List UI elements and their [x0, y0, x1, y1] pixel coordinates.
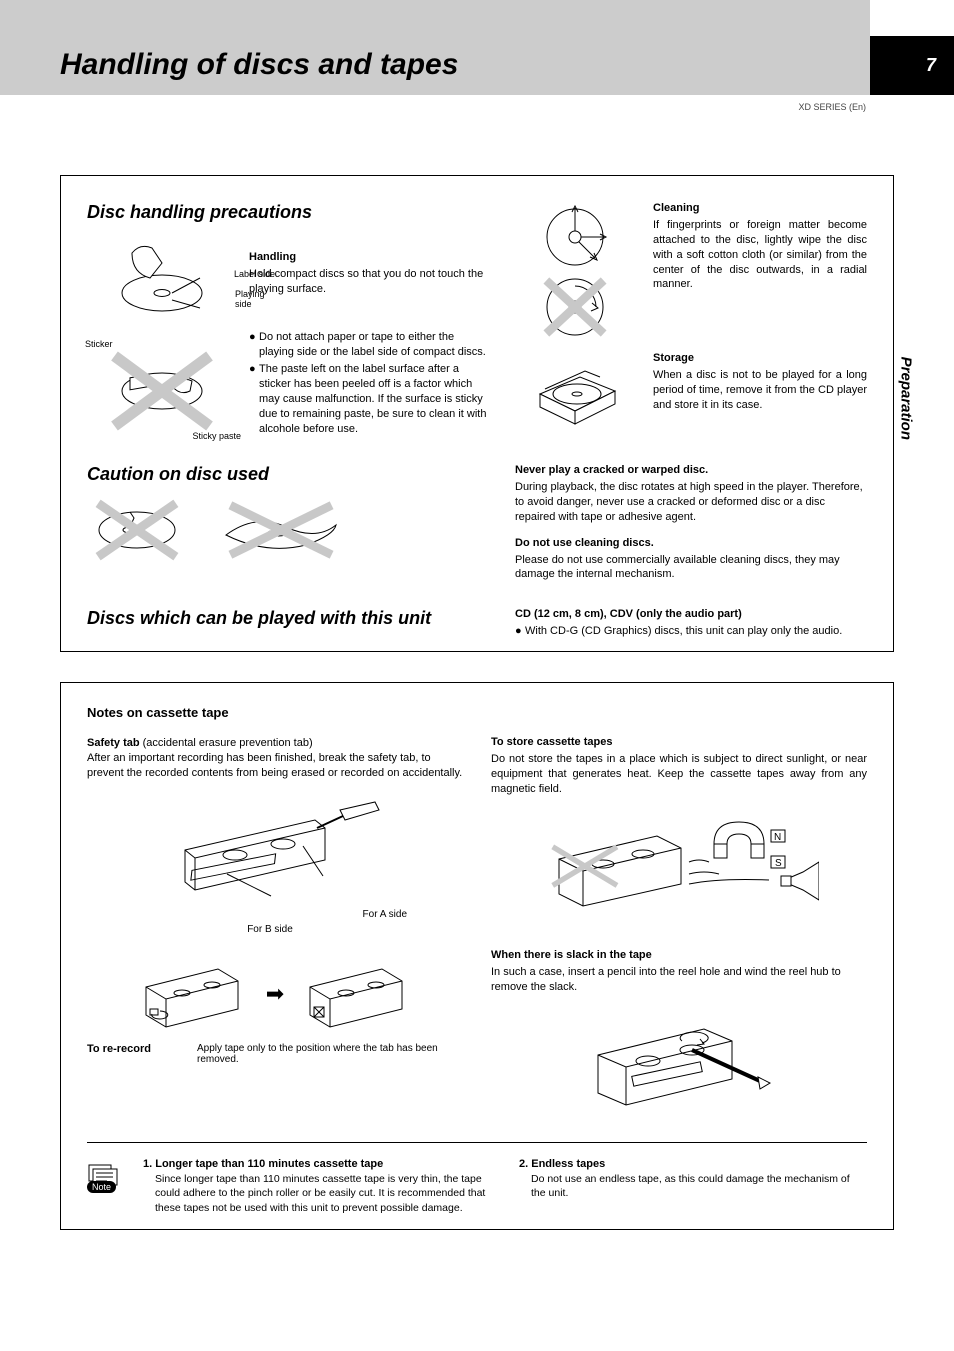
label-side-label: Label side: [234, 269, 275, 279]
slack-text: In such a case, insert a pencil into the…: [491, 965, 867, 995]
cracked-disc-diagram: [87, 495, 187, 565]
note-2-text: Do not use an endless tape, as this coul…: [519, 1172, 867, 1200]
svg-text:N: N: [774, 832, 781, 843]
for-b-side-label: For B side: [87, 924, 463, 935]
separator: [87, 1142, 867, 1143]
cassette-break-tab-diagram: [160, 795, 390, 905]
x-overlay-icon: [542, 809, 692, 919]
safety-tab-paragraph: Safety tab (accidental erasure preventio…: [87, 736, 463, 781]
playable-title: Discs which can be played with this unit: [87, 608, 487, 629]
cleaning-heading: Cleaning: [653, 202, 867, 214]
section-side-label: Preparation: [897, 357, 914, 440]
safety-tab-sub: (accidental erasure prevention tab): [140, 737, 313, 749]
note-1-text: Since longer tape than 110 minutes casse…: [143, 1172, 491, 1215]
page-title: Handling of discs and tapes: [60, 48, 458, 82]
note-badge: Note: [87, 1181, 116, 1193]
rerecord-heading: To re-record: [87, 1043, 177, 1065]
playing-side-label: Playing side: [235, 289, 275, 309]
document-ident: XD SERIES (En): [798, 102, 866, 112]
cassette-icon: [138, 959, 248, 1029]
handling-text: Hold compact discs so that you do not to…: [249, 267, 487, 297]
safety-tab-text: After an important recording has been fi…: [87, 752, 462, 779]
note-2: 2. Endless tapes Do not use an endless t…: [519, 1157, 867, 1214]
x-overlay-icon: [87, 495, 187, 565]
playable-bullet: With CD-G (CD Graphics) discs, this unit…: [525, 624, 842, 639]
cassette-slack-diagram: [579, 1006, 779, 1116]
warped-disc-diagram: [211, 495, 351, 565]
note-1: 1. Longer tape than 110 minutes cassette…: [143, 1157, 491, 1214]
page-number-tab: 7: [870, 36, 954, 95]
arrow-right-icon: ➡: [266, 981, 284, 1007]
note-1-heading: 1. Longer tape than 110 minutes cassette…: [143, 1158, 383, 1170]
cassette-store-diagram: N S: [534, 809, 824, 919]
note-icon: Note: [87, 1163, 123, 1191]
slack-heading: When there is slack in the tape: [491, 949, 867, 961]
handling-heading: Handling: [249, 251, 487, 263]
sticky-paste-label: Sticky paste: [192, 431, 241, 441]
cassette-box: Notes on cassette tape Safety tab (accid…: [60, 682, 894, 1230]
no-cleaning-heading: Do not use cleaning discs.: [515, 537, 867, 549]
no-cleaning-text: Please do not use commercially available…: [515, 553, 867, 583]
playable-heading: CD (12 cm, 8 cm), CDV (only the audio pa…: [515, 608, 867, 620]
x-overlay-icon: [87, 341, 237, 441]
safety-tab-heading: Safety tab: [87, 737, 140, 749]
never-play-text: During playback, the disc rotates at hig…: [515, 480, 867, 525]
rerecord-text: Apply tape only to the position where th…: [197, 1043, 463, 1065]
cleaning-correct-diagram: [515, 202, 635, 272]
cleaning-text: If fingerprints or foreign matter become…: [653, 218, 867, 292]
page-number: 7: [926, 55, 936, 76]
svg-text:S: S: [775, 858, 782, 869]
sticker-label: Sticker: [85, 339, 113, 349]
note-2-heading: 2. Endless tapes: [519, 1158, 605, 1170]
store-text: Do not store the tapes in a place which …: [491, 752, 867, 797]
storage-diagram: [515, 354, 635, 444]
handling-bullet-2: The paste left on the label surface afte…: [259, 362, 487, 436]
storage-heading: Storage: [653, 352, 867, 364]
x-overlay-icon: [211, 495, 351, 565]
disc-sticker-diagram: Sticker Sticky paste: [87, 341, 237, 441]
rerecord-diagram: ➡: [87, 959, 463, 1029]
caution-title: Caution on disc used: [87, 464, 487, 485]
never-play-heading: Never play a cracked or warped disc.: [515, 464, 867, 476]
store-heading: To store cassette tapes: [491, 736, 867, 748]
cassette-taped-icon: [302, 959, 412, 1029]
disc-precautions-title: Disc handling precautions: [87, 202, 487, 223]
header-gray-bar: Handling of discs and tapes: [0, 0, 870, 95]
x-overlay-icon: [515, 272, 635, 342]
disc-handling-box: Disc handling precautions: [60, 175, 894, 652]
cassette-title: Notes on cassette tape: [87, 705, 867, 720]
handling-bullet-1: Do not attach paper or tape to either th…: [259, 330, 487, 360]
cleaning-wrong-diagram: [515, 272, 635, 342]
for-a-side-label: For A side: [87, 909, 463, 920]
page-content: Disc handling precautions: [0, 175, 954, 1270]
storage-text: When a disc is not to be played for a lo…: [653, 368, 867, 413]
disc-hold-diagram: Label side Playing side: [87, 233, 237, 333]
